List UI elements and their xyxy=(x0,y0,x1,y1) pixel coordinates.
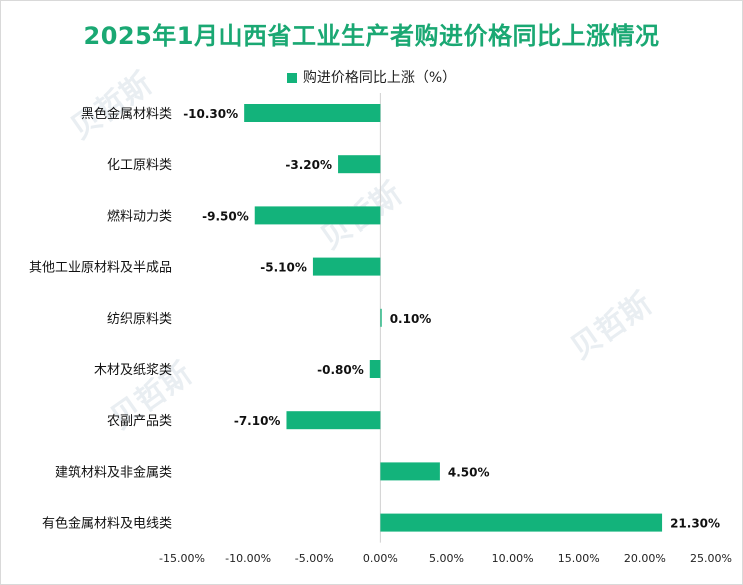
legend-label: 购进价格同比上涨（%） xyxy=(302,70,457,86)
category-label: 建筑材料及非金属类 xyxy=(55,464,172,480)
bar xyxy=(369,360,381,378)
watermark-logo-3: 贝哲斯 xyxy=(565,286,659,366)
category-label: 化工原料类 xyxy=(107,158,172,173)
bar xyxy=(380,513,663,532)
plot-area: 黑色金属材料类 -10.30% 化工原料类 -3.20% 燃料动力类 -9.50% 其他工业… xyxy=(29,93,732,565)
value-label: -0.80% xyxy=(317,363,364,377)
value-label: 4.50% xyxy=(448,465,490,479)
category-label: 燃料动力类 xyxy=(107,208,172,224)
bar xyxy=(338,155,381,174)
value-label: 21.30% xyxy=(670,517,720,531)
value-label: -5.10% xyxy=(260,261,307,275)
bar xyxy=(380,462,440,481)
x-tick-label: -5.00% xyxy=(295,552,334,565)
category-label: 黑色金属材料类 xyxy=(81,106,172,122)
x-tick-label: 0.00% xyxy=(363,552,398,565)
category-label: 农副产品类 xyxy=(107,414,172,429)
legend-swatch xyxy=(286,73,297,83)
x-tick-label: 5.00% xyxy=(429,552,464,565)
x-tick-label: 20.00% xyxy=(624,552,666,565)
chart-legend: 购进价格同比上涨（%） xyxy=(0,67,743,87)
category-label: 其他工业原材料及半成品 xyxy=(29,261,172,276)
x-tick-label: 25.00% xyxy=(690,552,732,565)
bar xyxy=(312,257,381,276)
category-label: 有色金属材料及电线类 xyxy=(42,516,172,532)
x-tick-label: 15.00% xyxy=(558,552,600,565)
value-label: -3.20% xyxy=(285,158,332,172)
x-tick-label: -10.00% xyxy=(225,552,271,565)
bar xyxy=(286,411,381,430)
bar xyxy=(380,308,382,327)
x-tick-label: -15.00% xyxy=(159,552,205,565)
category-label: 纺织原料类 xyxy=(107,312,172,327)
bar xyxy=(244,104,381,122)
value-label: -9.50% xyxy=(202,209,249,223)
value-label: 0.10% xyxy=(390,312,432,326)
x-tick-label: 10.00% xyxy=(492,552,534,565)
value-label: -7.10% xyxy=(234,414,281,428)
category-label: 木材及纸浆类 xyxy=(94,363,172,378)
chart-title: 2025年1月山西省工业生产者购进价格同比上涨情况 xyxy=(83,22,660,50)
value-label: -10.30% xyxy=(183,107,238,121)
bar xyxy=(254,206,381,225)
